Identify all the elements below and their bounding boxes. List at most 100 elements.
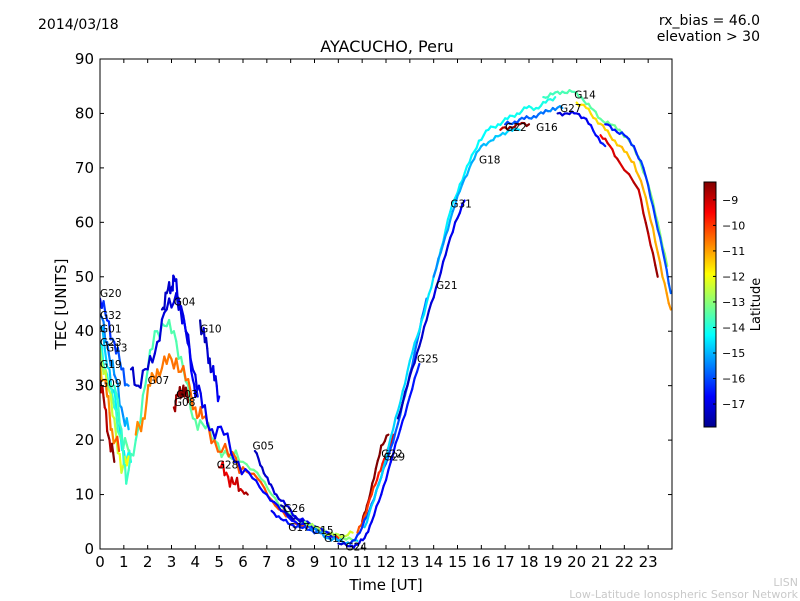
trace-segment-G10 xyxy=(206,338,207,349)
trace-segment-G04 xyxy=(189,347,191,371)
trace-segment-G14c xyxy=(629,174,634,182)
trace-segment-G03 xyxy=(221,427,224,435)
trace-segment-G14c xyxy=(648,233,650,245)
trace-segment-G11 xyxy=(174,331,176,341)
trace-segment-G20 xyxy=(127,384,129,385)
x-tick-label: 14 xyxy=(424,553,443,571)
satellite-label: G12 xyxy=(324,533,346,545)
trace-segment-G03 xyxy=(205,405,207,423)
satellite-label: G24 xyxy=(345,541,367,553)
satellite-label: G31 xyxy=(450,198,472,210)
trace-segment-G14b xyxy=(651,220,653,228)
satellite-label: G17 xyxy=(288,522,310,534)
trace-segment-G11 xyxy=(141,395,143,421)
trace-segment-G28 xyxy=(246,493,248,495)
trace-segment-G21 xyxy=(407,361,409,372)
trace-segment-G14d xyxy=(648,185,650,197)
x-tick-label: 1 xyxy=(119,553,129,571)
trace-segment-G14d xyxy=(646,177,648,186)
trace-segment-G22 xyxy=(376,461,378,469)
x-tick-label: 17 xyxy=(496,553,515,571)
trace-segment-G31 xyxy=(446,246,448,255)
trace-segment-G24 xyxy=(412,378,414,389)
trace-segment-G21 xyxy=(431,276,433,287)
trace-segment-G14c xyxy=(639,190,641,200)
colorbar-tick-label: −13 xyxy=(722,296,745,309)
trace-segment-G04 xyxy=(176,279,177,296)
y-axis-label: TEC [UNITS] xyxy=(52,259,70,351)
trace-segment-G19 xyxy=(110,413,111,430)
trace-segment-G18 xyxy=(467,168,469,175)
x-tick-label: 21 xyxy=(591,553,610,571)
trace-segment-G11 xyxy=(133,440,135,455)
x-tick-label: 12 xyxy=(376,553,395,571)
series-group xyxy=(100,90,671,547)
trace-segment-G20 xyxy=(123,369,125,386)
trace-segment-G13 xyxy=(114,418,116,435)
x-tick-label: 20 xyxy=(567,553,586,571)
x-axis-label: Time [UT] xyxy=(348,576,422,594)
x-tick-label: 19 xyxy=(543,553,562,571)
y-tick-label: 30 xyxy=(75,377,94,395)
satellite-label: G13 xyxy=(106,343,128,355)
trace-segment-G31 xyxy=(448,237,450,245)
trace-segment-G21 xyxy=(393,418,395,429)
satellite-label: G21 xyxy=(436,280,458,292)
trace-segment-G14c xyxy=(643,213,645,223)
y-tick-label: 40 xyxy=(75,322,94,340)
satellite-label: G29 xyxy=(384,451,406,463)
trace-segment-G11 xyxy=(123,446,124,465)
trace-segment-G31 xyxy=(453,222,455,232)
satellite-label: G07 xyxy=(148,375,170,387)
colorbar-tick-label: −16 xyxy=(722,373,745,386)
x-tick-label: 5 xyxy=(214,553,224,571)
x-tick-label: 8 xyxy=(286,553,296,571)
trace-segment-G15 xyxy=(350,532,352,533)
satellite-label: G19 xyxy=(100,359,122,371)
x-tick-label: 22 xyxy=(615,553,634,571)
trace-segment-G10 xyxy=(218,397,219,402)
x-tick-label: 7 xyxy=(262,553,272,571)
trace-segment-G03 xyxy=(152,354,154,363)
trace-segment-G24 xyxy=(374,506,376,515)
trace-segment-G21 xyxy=(374,490,376,500)
trace-segment-G03 xyxy=(215,427,218,438)
trace-segment-G14b xyxy=(641,181,643,190)
trace-segment-G09 xyxy=(112,444,113,453)
trace-segment-G14b xyxy=(667,293,669,303)
trace-segment-G09 xyxy=(106,410,107,431)
trace-segment-G21 xyxy=(465,166,467,173)
trace-segment-G07 xyxy=(145,403,147,419)
trace-segment-G14b xyxy=(643,190,645,198)
x-tick-label: 6 xyxy=(238,553,248,571)
y-tick-label: 80 xyxy=(75,104,94,122)
trace-segment-G21 xyxy=(379,477,381,484)
y-tick-label: 50 xyxy=(75,268,94,286)
trace-segment-G09 xyxy=(113,452,114,461)
trace-segment-G11 xyxy=(121,429,122,445)
trace-segment-G14c xyxy=(620,162,625,170)
trace-segment-G22 xyxy=(387,435,389,436)
satellite-label: G32 xyxy=(100,310,122,322)
trace-segment-G31 xyxy=(441,262,443,273)
trace-segment-G21 xyxy=(419,320,421,330)
trace-segment-G04 xyxy=(184,320,186,331)
satellite-label: G18 xyxy=(479,155,501,167)
trace-segment-G14b xyxy=(660,263,662,277)
trace-segment-G24 xyxy=(398,429,400,437)
trace-segment-G14c xyxy=(655,265,657,276)
trace-segment-G14c xyxy=(651,245,653,253)
trace-segment-G18 xyxy=(434,269,436,277)
trace-segment-G24 xyxy=(400,421,402,430)
trace-segment-G14b xyxy=(634,162,636,171)
trace-segment-G24 xyxy=(379,495,381,502)
trace-segment-G21 xyxy=(410,353,412,361)
x-tick-label: 23 xyxy=(639,553,658,571)
trace-segment-G23 xyxy=(127,445,129,451)
satellite-label: G05 xyxy=(253,441,274,453)
trace-segment-G10 xyxy=(216,376,217,386)
trace-segment-G03 xyxy=(199,386,201,393)
trace-segment-G21 xyxy=(427,294,429,303)
trace-segment-G14c xyxy=(634,183,639,190)
